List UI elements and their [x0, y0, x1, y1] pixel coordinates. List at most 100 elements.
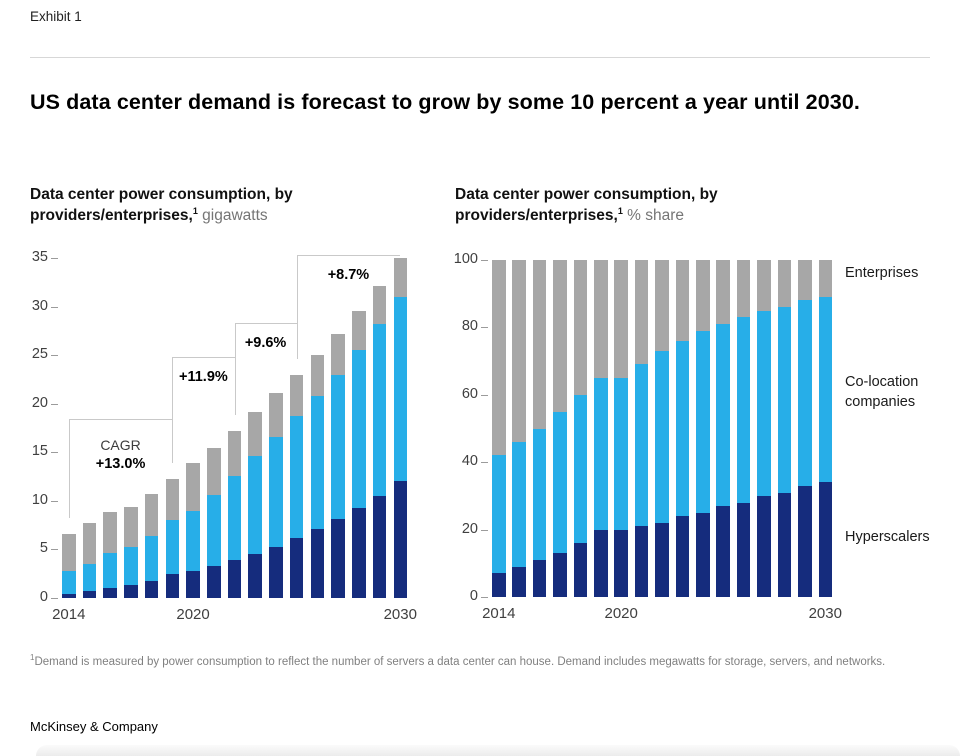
brand-footer: McKinsey & Company: [30, 719, 158, 734]
bar-segment-colocation: [269, 436, 283, 547]
stacked-bar: [165, 478, 180, 598]
bar-segment-hyperscalers: [165, 573, 180, 598]
y-axis-tick-label: 20: [461, 520, 478, 537]
y-axis-tick-label: 20: [31, 394, 48, 411]
bar-segment-colocation: [573, 394, 588, 544]
bar-segment-enterprises: [532, 260, 547, 429]
cagr-annotation-line: +9.6%: [244, 335, 287, 352]
stacked-bar: [331, 333, 345, 598]
bar-segment-enterprises: [207, 448, 221, 496]
stacked-bar: [248, 411, 262, 599]
stacked-bar: [655, 260, 669, 597]
stacked-bar: [512, 260, 526, 597]
bar-segment-colocation: [553, 411, 567, 554]
bar-segment-hyperscalers: [492, 573, 506, 597]
legend-label-hyperscalers: Hyperscalers: [845, 529, 930, 545]
bar-segment-colocation: [62, 570, 76, 595]
stacked-bar: [696, 260, 710, 597]
bar-segment-colocation: [675, 340, 690, 517]
bar-segment-hyperscalers: [103, 588, 117, 598]
cagr-annotation-line: CAGR: [100, 437, 141, 454]
header-divider: [30, 57, 930, 58]
y-axis-tick-mark: [481, 529, 488, 531]
chart-share-plot: 0 20 40 60 80 100 2014 2020 2030 Enterprises Co-lo…: [454, 251, 930, 622]
bar-segment-hyperscalers: [757, 495, 771, 597]
bar-segment-hyperscalers: [553, 553, 567, 597]
y-axis-tick-mark: [481, 260, 488, 261]
stacked-bar: [289, 374, 304, 598]
bar-segment-hyperscalers: [573, 543, 588, 597]
bar-segment-colocation: [634, 364, 649, 527]
bar-segment-hyperscalers: [716, 505, 730, 597]
footnote-sup: 1: [30, 653, 35, 662]
footnote: 1Demand is measured by power consumption…: [30, 652, 935, 671]
stacked-bar: [757, 260, 771, 597]
stacked-bar: [207, 448, 221, 598]
bar-segment-hyperscalers: [186, 570, 200, 598]
bar-segment-hyperscalers: [62, 594, 76, 598]
stacked-bar: [716, 260, 730, 597]
y-axis-tick-label: 60: [461, 385, 478, 402]
subtitle-bold-line2: providers/enterprises,: [455, 207, 618, 225]
stacked-bar: [124, 506, 138, 598]
stacked-bar: [269, 393, 283, 598]
bar-segment-colocation: [777, 307, 792, 493]
bar-segment-colocation: [614, 377, 628, 530]
stacked-bar: [675, 260, 690, 597]
bar-segment-hyperscalers: [512, 566, 526, 597]
bar-segment-colocation: [352, 350, 366, 508]
bar-segment-hyperscalers: [124, 585, 138, 598]
bar-segment-colocation: [393, 296, 407, 482]
bar-segment-hyperscalers: [777, 492, 792, 597]
bar-segment-hyperscalers: [269, 546, 283, 598]
y-axis-tick-label: 5: [39, 540, 48, 557]
y-axis-tick-mark: [51, 306, 58, 308]
bar-segment-colocation: [165, 520, 180, 574]
cagr-bracket-top: [296, 255, 401, 257]
subtitle-bold-line1: Data center power consumption, by: [30, 186, 293, 203]
bar-segment-hyperscalers: [696, 512, 710, 597]
stacked-bar: [227, 430, 242, 598]
cagr-bracket-top: [68, 419, 173, 421]
bar-segment-colocation: [492, 455, 506, 574]
page-title: US data center demand is forecast to gro…: [30, 90, 860, 114]
cagr-annotation-line: +8.7%: [327, 267, 370, 284]
stacked-bar: [573, 260, 588, 597]
x-axis-tick-label: 2030: [383, 606, 417, 623]
chart-gigawatts-plot: 0 5 10 15 20 25 30 35 2014 2020 2030 CAGR +13.0% +11.…: [32, 249, 417, 623]
bar-segment-colocation: [532, 428, 547, 560]
bar-segment-enterprises: [553, 260, 567, 412]
stacked-bar: [736, 260, 751, 597]
stacked-bar: [372, 286, 387, 598]
stacked-bar: [144, 494, 159, 598]
x-axis-tick-label: 2020: [604, 605, 638, 622]
y-axis-tick-mark: [481, 327, 488, 329]
bar-segment-enterprises: [634, 260, 649, 365]
chart-share-subtitle: Data center power consumption, by provid…: [455, 184, 855, 227]
footnote-marker: 1: [617, 206, 623, 217]
bar-segment-enterprises: [186, 462, 200, 511]
bar-segment-hyperscalers: [372, 495, 387, 598]
stacked-bar: [777, 260, 792, 597]
cagr-annotation-label: +8.7%: [297, 266, 401, 284]
bar-segment-enterprises: [736, 260, 751, 318]
subtitle-bold-line2: providers/enterprises,: [30, 207, 193, 225]
stacked-bar: [393, 258, 407, 598]
subtitle-unit: gigawatts: [202, 207, 268, 225]
x-axis-tick-label: 2014: [52, 606, 86, 623]
y-axis-tick-mark: [481, 597, 488, 598]
bar-segment-colocation: [124, 547, 138, 586]
bar-segment-hyperscalers: [207, 565, 221, 598]
bar-segment-enterprises: [757, 260, 771, 311]
bar-segment-enterprises: [675, 260, 690, 341]
stacked-bar: [492, 260, 506, 597]
bar-segment-hyperscalers: [227, 560, 242, 598]
bar-segment-enterprises: [269, 393, 283, 437]
bar-segment-enterprises: [492, 260, 506, 456]
exhibit-label: Exhibit 1: [30, 9, 82, 24]
stacked-bar: [103, 511, 117, 598]
x-axis-tick-label: 2030: [808, 605, 842, 622]
bar-segment-hyperscalers: [248, 554, 262, 598]
stacked-bar: [634, 260, 649, 597]
bar-segment-hyperscalers: [818, 482, 832, 597]
